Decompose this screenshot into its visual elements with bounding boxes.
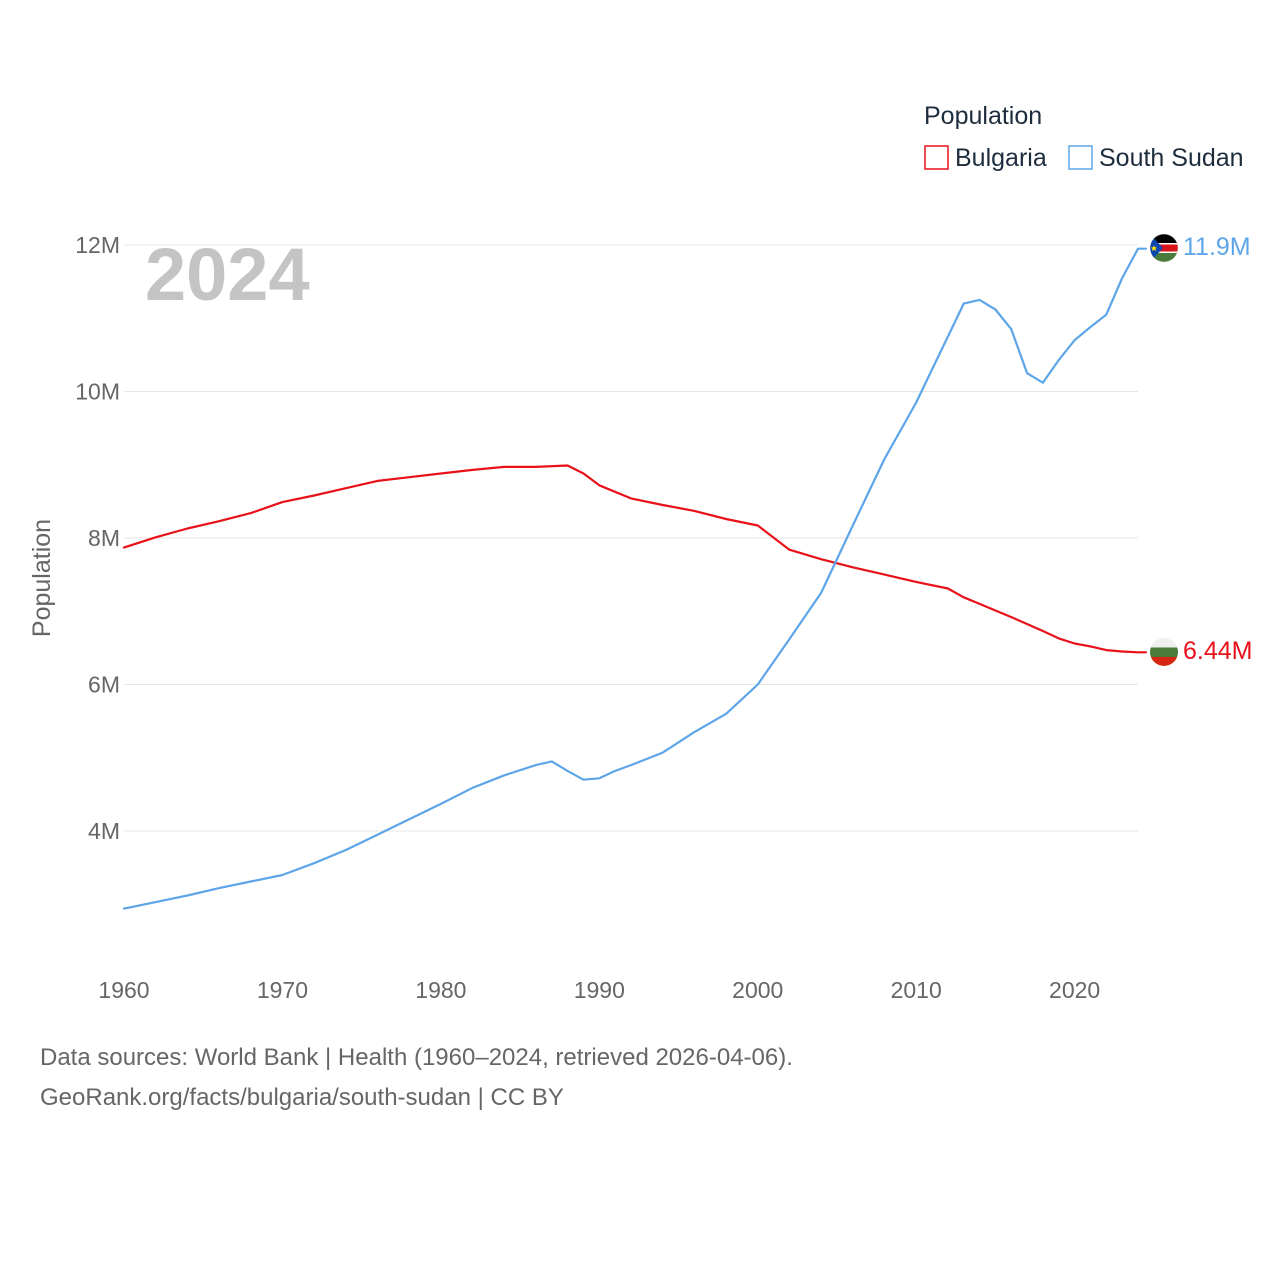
legend: Population Bulgaria South Sudan: [924, 102, 1244, 172]
legend-item-south-sudan[interactable]: South Sudan: [1068, 144, 1244, 172]
end-label-bulgaria: 6.44M: [1183, 637, 1252, 665]
x-tick-label-4: 2000: [732, 977, 783, 1003]
legend-label-bulgaria: Bulgaria: [955, 144, 1047, 172]
y-tick-label-0: 4M: [88, 818, 120, 844]
south-sudan-flag-icon: [1150, 234, 1178, 262]
legend-item-bulgaria[interactable]: Bulgaria: [924, 144, 1047, 172]
y-axis-title: Population: [28, 519, 56, 637]
x-axis-ticks: 1960 1970 1980 1990 2000 2010 2020: [98, 977, 1100, 1003]
footer-attribution[interactable]: GeoRank.org/facts/bulgaria/south-sudan |…: [40, 1084, 564, 1111]
legend-swatch-south-sudan: [1068, 145, 1093, 170]
y-tick-label-1: 6M: [88, 672, 120, 698]
x-tick-label-0: 1960: [98, 977, 149, 1003]
x-tick-label-5: 2010: [891, 977, 942, 1003]
y-tick-label-2: 8M: [88, 525, 120, 551]
y-tick-label-4: 12M: [75, 232, 120, 258]
end-label-south-sudan: 11.9M: [1183, 233, 1251, 261]
series-lines: [122, 247, 1148, 910]
series-line-bulgaria: [122, 464, 1148, 654]
gridlines: [124, 244, 1138, 832]
x-tick-label-2: 1980: [415, 977, 466, 1003]
legend-label-south-sudan: South Sudan: [1099, 144, 1244, 172]
year-label: 2024: [145, 233, 310, 316]
y-tick-label-3: 10M: [75, 379, 120, 405]
series-line-south-sudan: [122, 247, 1148, 910]
y-axis-ticks: 4M 6M 8M 10M 12M: [75, 232, 120, 844]
x-tick-label-3: 1990: [574, 977, 625, 1003]
x-tick-label-1: 1970: [257, 977, 308, 1003]
bulgaria-flag-icon: [1150, 638, 1178, 666]
x-tick-label-6: 2020: [1049, 977, 1100, 1003]
footer-sources: Data sources: World Bank | Health (1960–…: [40, 1044, 793, 1071]
legend-title: Population: [924, 102, 1042, 130]
legend-swatch-bulgaria: [924, 145, 949, 170]
